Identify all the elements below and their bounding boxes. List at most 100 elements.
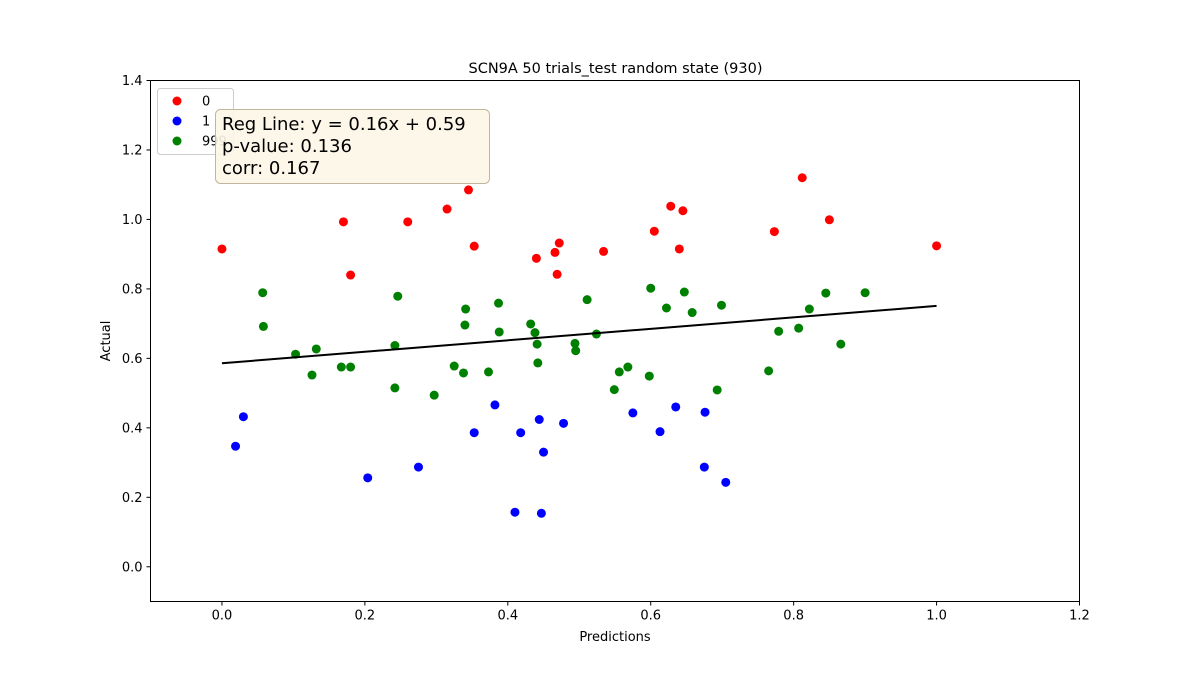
y-axis-label: Actual (99, 321, 114, 362)
y-tick-label: 1.2 (122, 143, 143, 158)
data-point-series-0 (649, 226, 659, 236)
data-point-series-999 (570, 338, 580, 348)
y-tick-label: 0.0 (122, 560, 143, 575)
axis-ticks: 0.0 0.2 0.4 0.6 0.8 1.0 1.2 0.0 0.2 0.4 0.6 0.8 1.0 1… (122, 74, 1090, 624)
data-points (217, 173, 942, 518)
data-point-series-999 (346, 362, 356, 372)
data-point-series-0 (217, 244, 227, 254)
legend-marker-999 (172, 136, 182, 146)
data-point-series-999 (661, 303, 671, 313)
data-point-series-999 (258, 288, 268, 298)
data-point-series-0 (346, 270, 356, 280)
data-point-series-999 (530, 328, 540, 338)
data-point-series-1 (510, 507, 520, 517)
chart-title: SCN9A 50 trials_test random state (930) (468, 61, 762, 77)
data-point-series-999 (860, 288, 870, 298)
x-tick-label: 0.0 (212, 609, 233, 624)
data-point-series-999 (311, 344, 321, 354)
data-point-series-1 (363, 473, 373, 483)
data-point-series-0 (442, 204, 452, 214)
data-point-series-0 (464, 185, 474, 195)
data-point-series-999 (609, 385, 619, 395)
data-point-series-999 (307, 370, 317, 380)
data-point-series-0 (769, 227, 779, 237)
data-point-series-999 (494, 298, 504, 308)
data-point-series-1 (238, 412, 248, 422)
y-tick-label: 1.4 (122, 74, 143, 89)
data-point-series-999 (336, 362, 346, 372)
data-point-series-999 (449, 361, 459, 371)
data-point-series-0 (550, 247, 560, 257)
data-point-series-0 (797, 173, 807, 183)
data-point-series-1 (536, 508, 546, 518)
data-point-series-999 (571, 346, 581, 356)
data-point-series-999 (687, 308, 697, 318)
data-point-series-999 (429, 390, 439, 400)
regression-line (221, 304, 937, 365)
data-point-series-1 (699, 462, 709, 472)
data-point-series-999 (526, 319, 536, 329)
data-point-series-1 (231, 441, 241, 451)
data-point-series-0 (552, 269, 562, 279)
data-point-series-999 (821, 288, 831, 298)
data-point-series-999 (390, 383, 400, 393)
annotation-line: p-value: 0.136 (222, 136, 352, 157)
data-point-series-1 (700, 407, 710, 417)
data-point-series-0 (403, 217, 413, 227)
data-point-series-1 (539, 447, 549, 457)
data-point-series-0 (824, 215, 834, 225)
data-point-series-999 (623, 362, 633, 372)
data-point-series-0 (469, 241, 479, 251)
data-point-series-999 (646, 283, 656, 293)
data-point-series-999 (716, 300, 726, 310)
annotation-line: Reg Line: y = 0.16x + 0.59 (222, 114, 466, 135)
data-point-series-0 (554, 238, 564, 248)
data-point-series-999 (614, 367, 624, 377)
y-tick-label: 0.8 (122, 282, 143, 297)
data-point-series-999 (484, 367, 494, 377)
data-point-series-1 (413, 462, 423, 472)
data-point-series-0 (678, 206, 688, 216)
legend-marker-1 (172, 116, 182, 126)
data-point-series-999 (644, 371, 654, 381)
data-point-series-999 (459, 368, 469, 378)
data-point-series-999 (836, 339, 846, 349)
data-point-series-999 (258, 321, 268, 331)
data-point-series-1 (559, 418, 569, 428)
data-point-series-1 (516, 428, 526, 438)
data-point-series-999 (712, 385, 722, 395)
data-point-series-1 (469, 428, 479, 438)
data-point-series-999 (679, 287, 689, 297)
legend-label-1: 1 (202, 115, 210, 130)
data-point-series-999 (774, 326, 784, 336)
x-tick-label: 0.6 (640, 609, 661, 624)
data-point-series-0 (674, 244, 684, 254)
y-tick-label: 0.4 (122, 421, 143, 436)
annotation-line: corr: 0.167 (222, 158, 320, 179)
y-tick-label: 1.0 (122, 213, 143, 228)
data-point-series-0 (599, 246, 609, 256)
data-point-series-0 (932, 241, 942, 251)
x-axis-label: Predictions (579, 630, 651, 645)
plot-frame (150, 80, 1080, 602)
data-point-series-1 (655, 427, 665, 437)
data-point-series-1 (721, 477, 731, 487)
legend-label-0: 0 (202, 95, 210, 110)
data-point-series-999 (582, 295, 592, 305)
data-point-series-0 (666, 201, 676, 211)
x-tick-label: 1.2 (1069, 609, 1090, 624)
regression-annotation: Reg Line: y = 0.16x + 0.59p-value: 0.136… (215, 109, 490, 184)
data-point-series-999 (494, 327, 504, 337)
data-point-series-999 (764, 366, 774, 376)
regression-line-group (221, 304, 937, 365)
data-point-series-999 (390, 341, 400, 351)
x-tick-label: 0.8 (783, 609, 804, 624)
data-point-series-999 (804, 304, 814, 314)
x-tick-label: 0.2 (355, 609, 376, 624)
data-point-series-999 (794, 323, 804, 333)
data-point-series-999 (393, 291, 403, 301)
data-point-series-999 (533, 358, 543, 368)
x-tick-label: 1.0 (926, 609, 947, 624)
x-tick-label: 0.4 (497, 609, 518, 624)
